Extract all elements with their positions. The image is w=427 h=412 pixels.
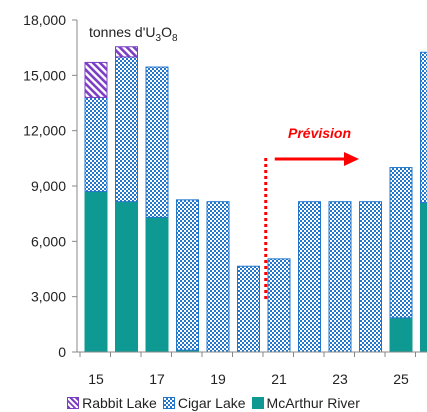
bar-22-cigar-lake [298,201,321,353]
x-tick-label: 23 [332,371,348,387]
x-tick-label: 19 [210,371,226,387]
y-tick-label: 3,000 [31,289,66,305]
legend-label: Rabbit Lake [82,395,157,411]
legend-item: Cigar Lake [162,395,246,411]
y-tick-label: 18,000 [23,12,66,28]
y-tick-label: 12,000 [23,123,66,139]
bar-17-mcarthur-river [145,216,169,353]
bar-26-cigar-lake [420,51,427,204]
x-tick-label: 25 [393,371,409,387]
bar-25-cigar-lake [389,167,413,319]
legend-swatch [67,397,80,409]
bar-15-cigar-lake [84,96,108,193]
y-axis-ticks: 0 3,000 6,000 9,000 12,000 15,000 18,000 [23,12,77,360]
forecast-arrowhead [344,152,359,166]
forecast-label: Prévision [288,125,351,141]
legend-item: McArthur River [251,395,360,411]
bar-17-cigar-lake [145,66,169,218]
x-tick-label: 17 [149,371,165,387]
bar-15-rabbit-lake [84,61,108,98]
bar-16-mcarthur-river [115,201,138,353]
y-tick-label: 0 [58,344,66,360]
bar-25-mcarthur-river [389,317,413,353]
x-tick-label: 21 [271,371,287,387]
bar-20-cigar-lake [237,265,260,353]
legend-label: McArthur River [266,395,360,411]
legend-swatch [251,397,264,409]
bar-16-rabbit-lake [115,46,138,58]
bar-24-cigar-lake [359,201,382,353]
x-tick-label: 15 [88,371,104,387]
y-tick-label: 9,000 [31,178,66,194]
bar-21-cigar-lake [267,258,291,353]
y-tick-label: 6,000 [31,233,66,249]
bar-26-mcarthur-river [420,202,427,353]
bar-19-cigar-lake [206,201,230,353]
legend-item: Rabbit Lake [67,395,157,411]
legend-label: Cigar Lake [177,395,246,411]
bar-18-cigar-lake [176,199,199,351]
y-tick-label: 15,000 [23,67,66,83]
legend: Rabbit Lake Cigar Lake McArthur River [0,395,427,411]
unit-label: tonnes d'U3O8 [89,24,178,44]
bar-15-mcarthur-river [84,191,108,353]
bars-group [84,46,427,353]
legend-swatch [162,397,175,409]
x-axis-ticks: 15 17 19 21 23 25 [79,352,416,387]
bar-23-cigar-lake [328,201,352,353]
bar-16-cigar-lake [115,56,138,203]
